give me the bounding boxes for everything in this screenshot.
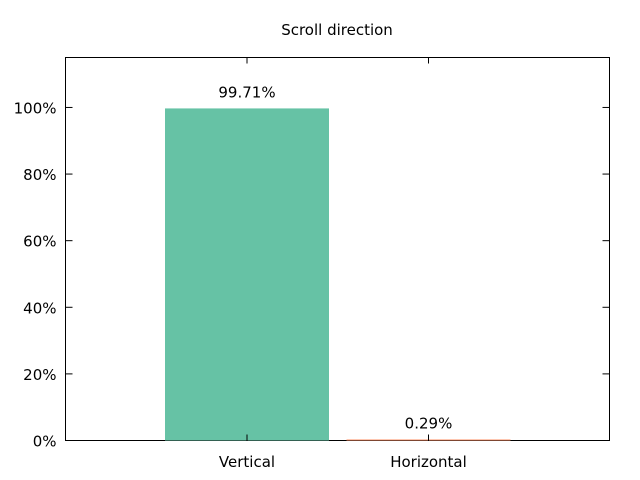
x-tick-label: Vertical (219, 453, 275, 471)
bar-value-label: 0.29% (405, 415, 453, 433)
y-tick-label: 60% (23, 233, 56, 251)
y-tick-label: 20% (23, 366, 56, 384)
bars: 99.71% 0.29% (165, 83, 511, 441)
bar-value-label: 99.71% (218, 83, 275, 101)
y-tick-label: 80% (23, 166, 56, 184)
bar-vertical (165, 108, 329, 441)
y-tick-label: 0% (33, 433, 57, 451)
chart-title: Scroll direction (281, 21, 393, 39)
x-tick-label: Horizontal (390, 453, 467, 471)
y-axis: 0% 20% 40% 60% 80% 100% (14, 99, 610, 451)
y-tick-label: 40% (23, 299, 56, 317)
y-tick-label: 100% (14, 99, 57, 117)
x-axis: Vertical Horizontal (219, 57, 467, 471)
plot-frame (65, 57, 610, 441)
